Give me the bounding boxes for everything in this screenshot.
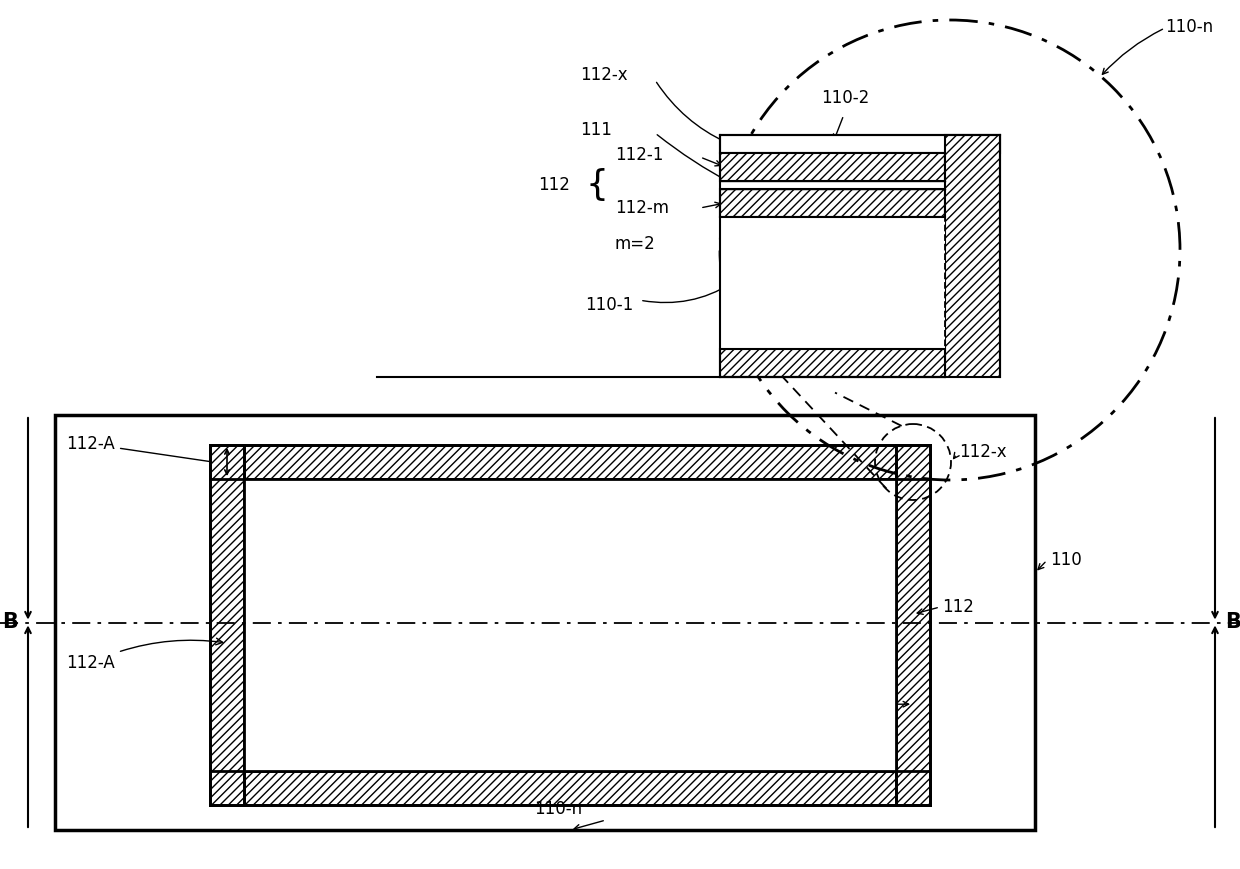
Text: 110-1: 110-1 [606,695,655,713]
Bar [244,479,897,771]
Text: 110-1: 110-1 [585,296,634,314]
Text: 110-2: 110-2 [821,89,869,107]
Bar [210,445,244,805]
Text: 110-n: 110-n [534,800,582,818]
Text: m=2: m=2 [615,235,656,253]
Text: B: B [1225,613,1240,633]
Text: 112-A: 112-A [66,435,211,461]
Bar [897,445,930,805]
Text: 112-1: 112-1 [615,146,663,164]
Text: 112: 112 [538,176,570,194]
Bar [210,445,930,479]
Bar [55,415,1035,830]
Text: 111: 111 [580,121,611,139]
Text: 112: 112 [942,598,973,616]
Bar [720,189,945,217]
Bar [720,135,999,153]
Bar [720,181,945,189]
Bar [720,349,945,377]
Bar [720,153,945,377]
Text: B: B [2,613,17,633]
Text: 112-x: 112-x [580,66,627,84]
Bar [210,771,930,805]
Bar [945,135,999,377]
Text: 112-m: 112-m [615,199,670,217]
Text: {: { [585,168,608,202]
Text: 112-A: 112-A [66,638,223,672]
Text: 110-n: 110-n [1166,18,1213,36]
Text: 112-x: 112-x [959,443,1007,461]
Text: 110: 110 [1050,551,1081,569]
Bar [720,153,945,181]
Bar [720,217,945,349]
